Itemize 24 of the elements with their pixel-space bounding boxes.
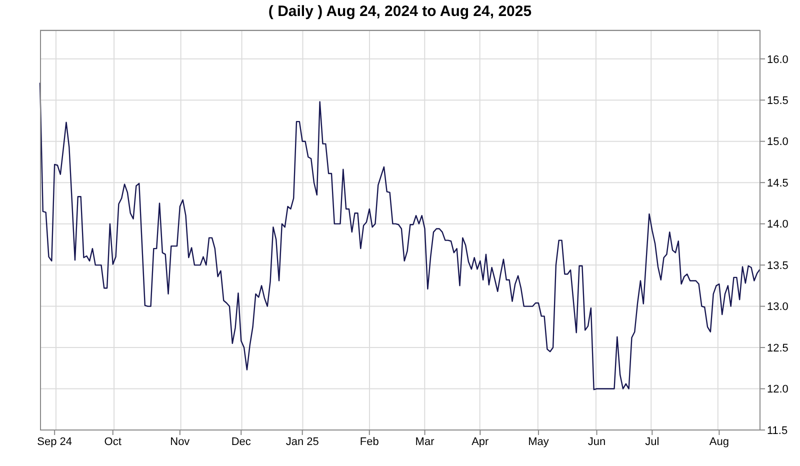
y-tick-label: 14.0 (767, 218, 788, 231)
y-tick-label: 16.0 (767, 54, 788, 66)
x-tick-label: Sep 24 (37, 436, 72, 448)
y-tick-label: 13.0 (767, 301, 788, 314)
y-tick-label: 12.5 (767, 342, 788, 354)
x-tick-label: Nov (170, 436, 190, 448)
x-tick-label: Jun (588, 436, 606, 448)
x-tick-label: Dec (231, 436, 252, 448)
x-tick-label: Jan 25 (286, 436, 319, 448)
x-tick-label: Jul (645, 436, 660, 448)
y-tick-label: 12.0 (767, 384, 788, 396)
x-tick-label: Feb (360, 436, 379, 448)
chart-title: ( Daily ) Aug 24, 2024 to Aug 24, 2025 (267, 3, 533, 20)
y-tick-label: 13.5 (767, 260, 788, 272)
y-tick-label: 15.5 (767, 95, 788, 108)
line-series (39, 82, 761, 390)
x-tick-label: May (528, 436, 550, 448)
x-tick-label: Oct (104, 436, 122, 448)
x-tick-label: Aug (709, 436, 729, 448)
x-tick-label: Mar (415, 436, 435, 448)
y-tick-label: 14.5 (767, 177, 788, 190)
y-tick-label: 11.5 (767, 424, 788, 437)
x-tick-label: Apr (472, 436, 490, 448)
y-tick-label: 15.0 (767, 136, 788, 148)
